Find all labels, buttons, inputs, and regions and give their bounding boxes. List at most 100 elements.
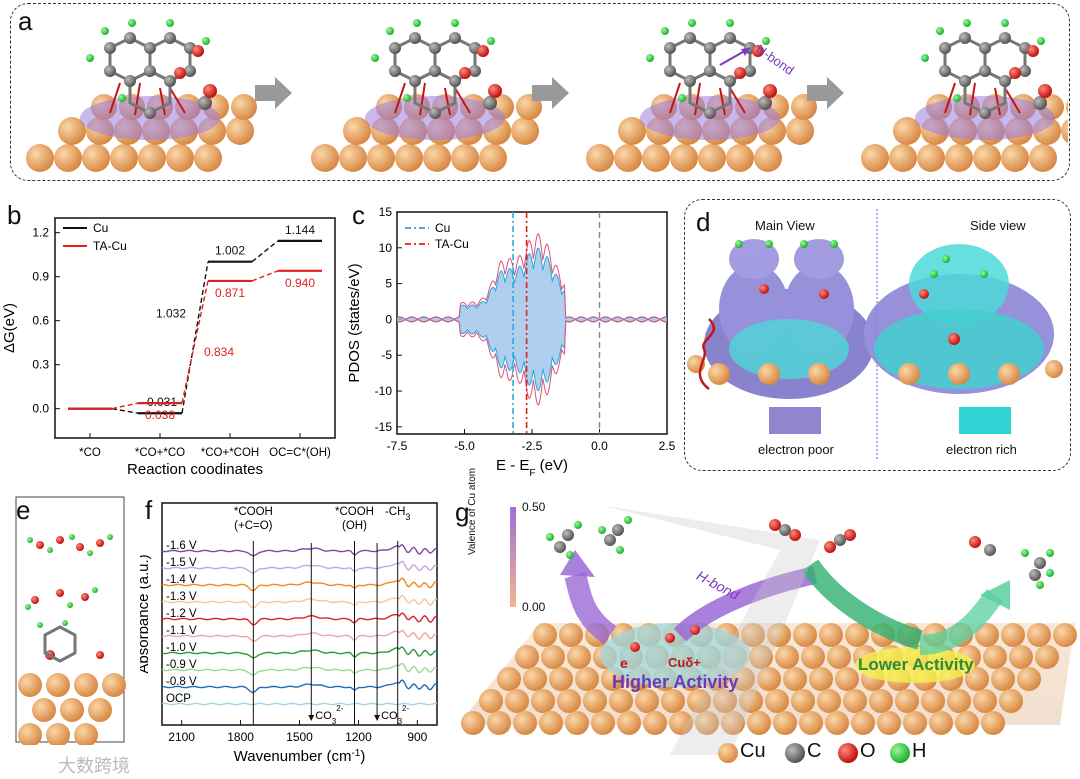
- ir-spectrum: [161, 544, 438, 557]
- x-tick-label: -2.5: [522, 439, 543, 453]
- x-tick-label: *CO+*COH: [201, 447, 259, 459]
- y-tick-label: 15: [379, 205, 393, 219]
- cu-atom: [947, 689, 971, 713]
- cu-atom: [983, 645, 1007, 669]
- cu-atom: [747, 711, 771, 735]
- cu-atom: [661, 689, 685, 713]
- panel-a-frame: [10, 3, 1070, 181]
- cu-atom: [801, 645, 825, 669]
- cu-atom: [515, 645, 539, 669]
- cu-atom: [819, 623, 843, 647]
- cu-atom: [1017, 667, 1041, 691]
- cu-atom: [775, 645, 799, 669]
- x-tick-label: 1500: [286, 730, 313, 744]
- cu-atom: [567, 645, 591, 669]
- y-tick-label: 0.0: [32, 402, 49, 416]
- series-label: -0.8 V: [166, 676, 197, 688]
- cu-atom: [809, 667, 833, 691]
- cu-atom: [981, 711, 1005, 735]
- y-axis-label: Absorbance (a.u.): [140, 554, 152, 673]
- cu-atom: [479, 689, 503, 713]
- assignment-label: *COOH: [335, 506, 374, 518]
- x-axis-label: Reaction coodinates: [127, 461, 263, 478]
- colorbar-max: 0.50: [522, 500, 546, 514]
- cu-atom: [609, 689, 633, 713]
- carbonate-arrow: [374, 715, 381, 721]
- carbonate-arrow: [308, 715, 315, 721]
- y-tick-label: 1.2: [32, 226, 49, 240]
- cu-atom: [583, 689, 607, 713]
- connector: [251, 240, 279, 263]
- cu-atom: [929, 711, 953, 735]
- panel-f-chart: 2100 1800 1500 1200 900 Wavenumber (cm-1) Abso…: [140, 502, 438, 765]
- series-label: -1.0 V: [166, 642, 197, 654]
- electron-rich-label: electron rich: [946, 442, 1017, 457]
- cu-atom: [591, 711, 615, 735]
- x-tick-label: 0.0: [591, 439, 608, 453]
- cu-atom: [687, 689, 711, 713]
- legend-label: TA-Cu: [435, 237, 469, 251]
- panel-b-chart: 0.0 0.3 0.6 0.9 1.2 *CO *CO+*CO *CO+*COH OC=C*(O…: [1, 217, 336, 478]
- cu-atom: [1001, 623, 1025, 647]
- cu-atom: [1053, 623, 1077, 647]
- cu-atom: [617, 711, 641, 735]
- y-tick-label: -5: [381, 348, 392, 362]
- energy-label: 1.144: [285, 223, 315, 237]
- connector: [181, 280, 209, 404]
- side-view-title: Side view: [970, 218, 1026, 233]
- cu-atom: [713, 689, 737, 713]
- carbonate-label: CO32-: [381, 704, 409, 726]
- cu-atom: [549, 667, 573, 691]
- valence-colorbar: [510, 507, 516, 607]
- pdos-tacu-down: [396, 318, 668, 406]
- ir-spectrum: [161, 594, 438, 609]
- colorbar-title: Valence of Cu atom: [467, 467, 478, 555]
- y-tick-label: 10: [379, 241, 393, 255]
- y-tick-label: -10: [375, 384, 393, 398]
- cu-atom: [757, 667, 781, 691]
- y-axis-label: PDOS (states/eV): [346, 263, 363, 382]
- connector: [181, 261, 209, 414]
- plot-frame: [54, 217, 336, 439]
- x-tick-label: 2100: [168, 730, 195, 744]
- y-tick-label: -15: [375, 420, 393, 434]
- panel-d-frame: [684, 199, 1071, 471]
- cu-atom: [791, 689, 815, 713]
- series-label: -1.1 V: [166, 625, 197, 637]
- pdos-tacu-up: [396, 233, 668, 321]
- cu-atom: [765, 689, 789, 713]
- cu-atom: [557, 689, 581, 713]
- series-label: -1.3 V: [166, 591, 197, 603]
- electron-poor-swatch: [769, 407, 821, 434]
- cu-atom: [487, 711, 511, 735]
- series-label: -1.4 V: [166, 574, 197, 586]
- watermark: 大数跨境: [58, 756, 130, 776]
- legend-h: H: [912, 740, 927, 762]
- ir-spectrum: [161, 662, 438, 676]
- connector: [111, 407, 139, 414]
- x-tick-label: *CO: [79, 447, 101, 459]
- x-tick-label: 2.5: [659, 439, 676, 453]
- cu-atom: [767, 623, 791, 647]
- panel-g-label: g: [455, 497, 470, 527]
- cu-atom: [643, 711, 667, 735]
- cu-atom: [965, 667, 989, 691]
- x-tick-label: -5.0: [454, 439, 475, 453]
- cu-atom: [955, 711, 979, 735]
- cu-atom: [523, 667, 547, 691]
- cu-atom: [851, 711, 875, 735]
- x-tick-label: -7.5: [387, 439, 408, 453]
- carbonate-label: CO32-: [315, 704, 343, 726]
- svg-text:H-bond: H-bond: [753, 41, 797, 78]
- ir-spectrum: [161, 629, 438, 642]
- series-label: -0.9 V: [166, 659, 197, 671]
- x-tick-label: *CO+*CO: [135, 447, 185, 459]
- ir-spectrum: [161, 560, 438, 574]
- panel-e-structure: [15, 496, 126, 745]
- main-view-title: Main View: [755, 218, 815, 233]
- cu-atom: [817, 689, 841, 713]
- cu-atom: [741, 623, 765, 647]
- legend-label: Cu: [93, 221, 108, 235]
- connector: [111, 402, 139, 410]
- cu-atom: [505, 689, 529, 713]
